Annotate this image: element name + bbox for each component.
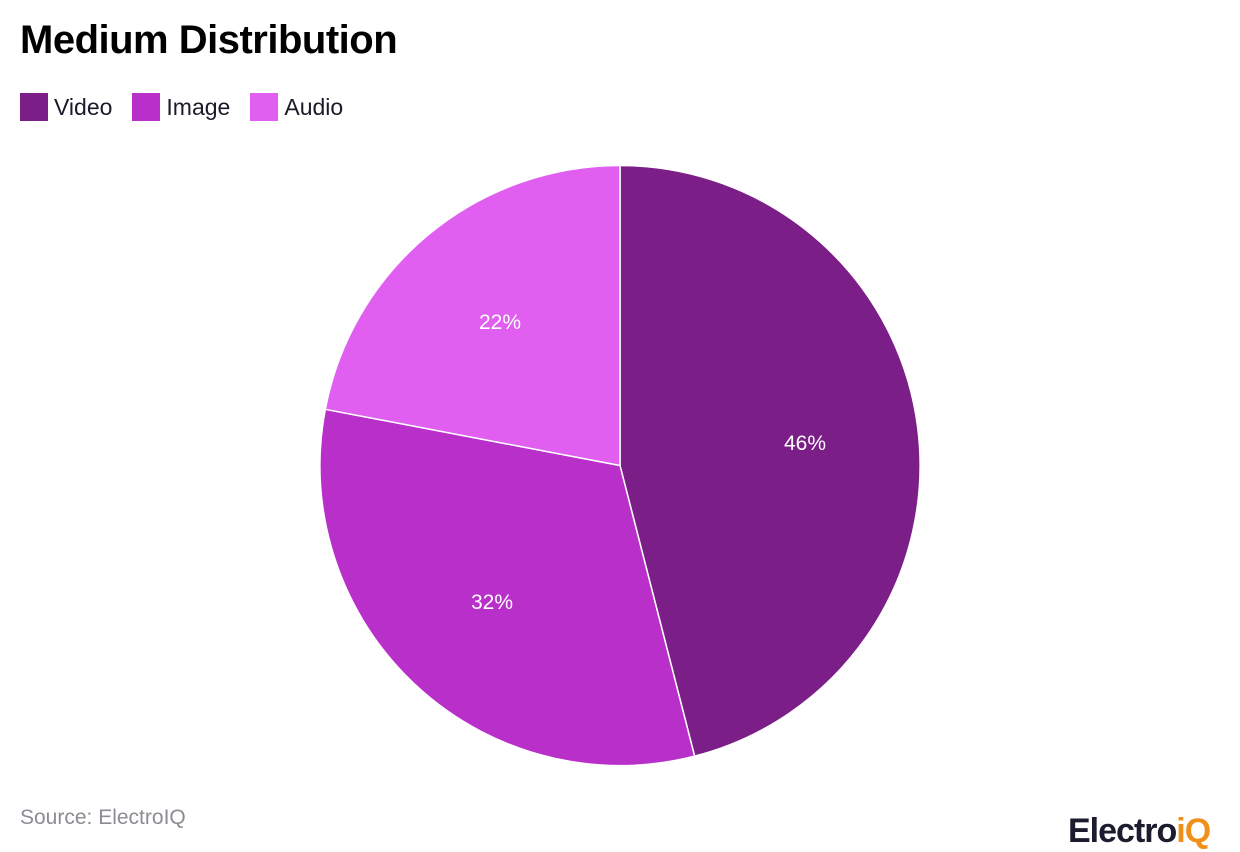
- legend-label: Video: [54, 93, 113, 120]
- logo-accent-text: iQ: [1176, 812, 1211, 850]
- logo-main-text: Electro: [1068, 812, 1177, 850]
- source-note: Source: ElectroIQ: [20, 806, 186, 829]
- legend-item-video[interactable]: Video: [20, 93, 112, 121]
- legend-label: Image: [166, 93, 231, 120]
- legend-item-image[interactable]: Image: [132, 93, 230, 121]
- legend: Video Image Audio: [20, 93, 363, 121]
- slice-label-image: 32%: [471, 591, 513, 614]
- legend-swatch-image: [132, 93, 161, 121]
- legend-label: Audio: [284, 93, 344, 120]
- legend-item-audio[interactable]: Audio: [250, 93, 343, 121]
- slice-label-video: 46%: [784, 432, 826, 455]
- pie-slice-video[interactable]: [619, 164, 921, 758]
- pie-slice-image[interactable]: [319, 408, 696, 767]
- electroiq-logo: ElectroiQ: [1068, 812, 1211, 851]
- legend-swatch-audio: [250, 93, 279, 121]
- chart-title: Medium Distribution: [20, 18, 398, 62]
- slice-label-audio: 22%: [479, 311, 521, 334]
- legend-swatch-video: [20, 93, 48, 121]
- pie-slice-audio[interactable]: [324, 164, 621, 467]
